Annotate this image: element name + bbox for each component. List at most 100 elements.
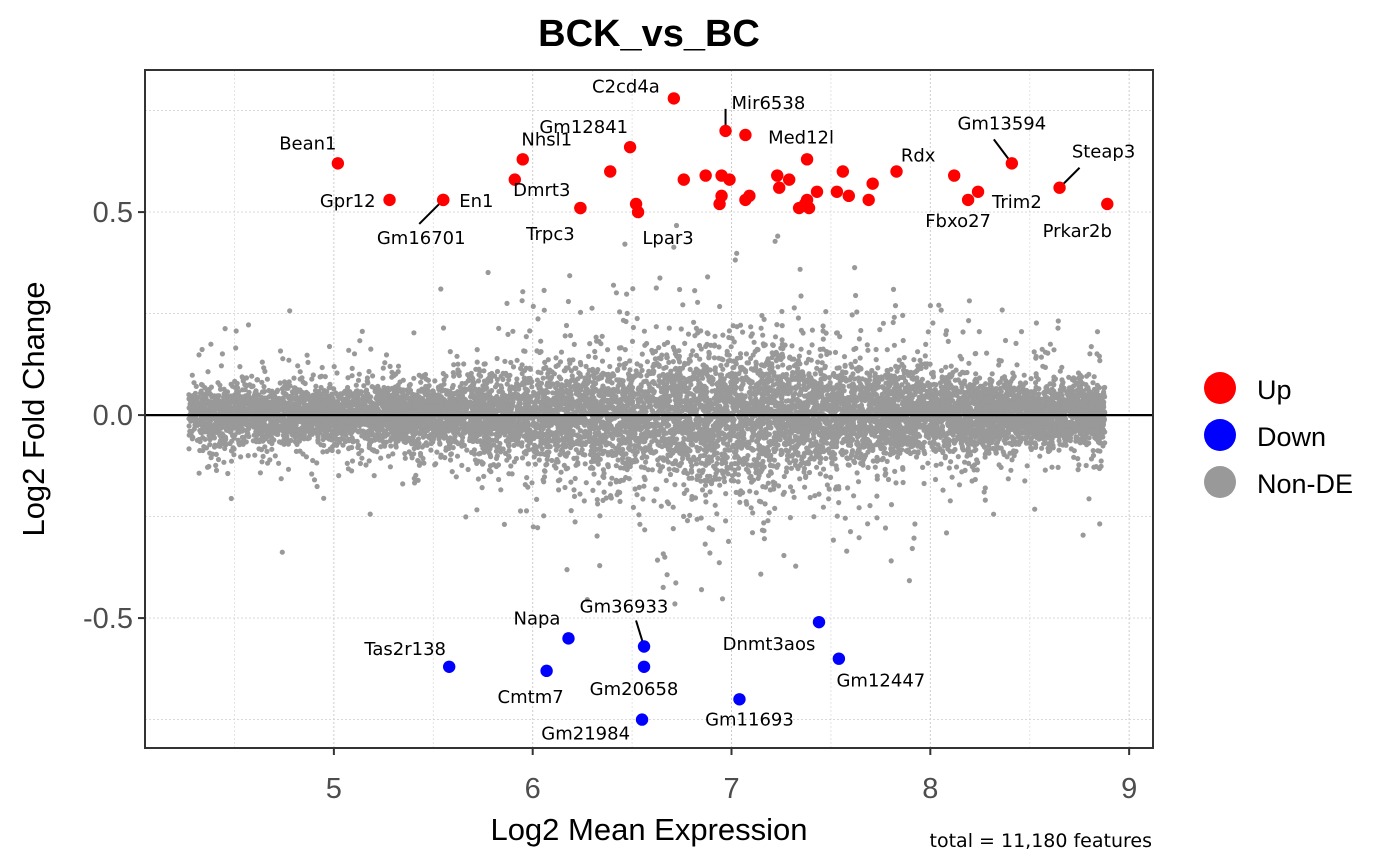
non-de-point — [496, 325, 502, 331]
non-de-point — [630, 504, 637, 510]
non-de-point — [772, 334, 779, 340]
non-de-point — [717, 482, 723, 488]
non-de-point — [272, 453, 278, 459]
non-de-point — [1039, 445, 1045, 451]
non-de-point — [982, 497, 988, 503]
non-de-point — [1059, 392, 1065, 398]
non-de-point — [1075, 456, 1081, 462]
non-de-point — [553, 363, 559, 369]
non-de-point — [904, 409, 910, 415]
non-de-point — [996, 357, 1002, 363]
non-de-point — [699, 487, 706, 493]
non-de-point — [820, 504, 827, 510]
non-de-point — [702, 541, 708, 547]
non-de-point — [566, 357, 573, 363]
non-de-point — [852, 358, 858, 364]
non-de-point — [1031, 349, 1037, 355]
non-de-point — [541, 307, 547, 313]
non-de-point — [297, 369, 303, 375]
non-de-point — [494, 376, 500, 383]
non-de-point — [809, 342, 815, 348]
non-de-point — [542, 359, 548, 365]
non-de-point — [873, 346, 879, 353]
non-de-point — [965, 445, 971, 451]
non-de-point — [565, 298, 572, 305]
non-de-point — [475, 378, 482, 384]
non-de-point — [687, 512, 693, 519]
non-de-point — [524, 475, 530, 481]
non-de-point — [691, 454, 697, 460]
non-de-point — [920, 464, 926, 470]
non-de-point — [925, 460, 931, 466]
non-de-point — [240, 439, 246, 445]
non-de-point — [567, 273, 573, 279]
non-de-point — [814, 464, 820, 470]
non-de-point — [737, 489, 743, 495]
non-de-point — [690, 348, 696, 354]
non-de-point — [519, 455, 526, 461]
non-de-point — [693, 352, 700, 359]
non-de-point — [349, 458, 356, 464]
non-de-point — [496, 476, 502, 483]
non-de-point — [1094, 351, 1100, 357]
non-de-point — [820, 336, 826, 342]
non-de-point — [874, 493, 880, 499]
non-de-point — [781, 473, 787, 480]
non-de-point — [411, 330, 417, 336]
non-de-point — [469, 449, 475, 456]
non-de-point — [476, 372, 482, 378]
non-de-point — [597, 513, 603, 519]
non-de-point — [1055, 318, 1061, 324]
non-de-point — [900, 312, 906, 318]
non-de-point — [759, 312, 765, 319]
non-de-point — [783, 469, 790, 475]
non-de-point — [761, 520, 767, 526]
non-de-point — [563, 322, 570, 329]
non-de-point — [759, 527, 766, 533]
non-de-point — [748, 505, 754, 511]
non-de-point — [1055, 325, 1061, 331]
non-de-point — [522, 386, 528, 392]
non-de-point — [213, 467, 220, 473]
non-de-point — [592, 348, 598, 355]
non-de-point — [691, 319, 697, 325]
non-de-point — [575, 461, 581, 467]
non-de-point — [976, 329, 982, 335]
non-de-point — [787, 484, 794, 490]
non-de-point — [1037, 453, 1043, 459]
non-de-point — [765, 480, 771, 486]
non-de-point — [508, 359, 514, 366]
non-de-point — [781, 552, 787, 559]
non-de-point — [972, 448, 978, 454]
non-de-point — [849, 364, 855, 370]
non-de-point — [366, 458, 372, 464]
non-de-point — [812, 371, 818, 377]
non-de-point — [627, 367, 633, 373]
non-de-point — [1060, 433, 1067, 439]
non-de-point — [855, 479, 862, 485]
non-de-point — [261, 365, 267, 371]
non-de-point — [368, 346, 374, 352]
non-de-point — [506, 443, 512, 449]
non-de-point — [677, 286, 683, 293]
non-de-point — [481, 361, 487, 367]
non-de-point — [432, 462, 438, 468]
non-de-point — [529, 384, 535, 390]
non-de-point — [541, 474, 548, 480]
non-de-point — [762, 501, 768, 507]
non-de-point — [734, 324, 740, 330]
non-de-point — [326, 343, 333, 350]
non-de-point — [207, 442, 213, 448]
non-de-point — [637, 521, 643, 527]
non-de-point — [932, 476, 939, 483]
non-de-point — [506, 377, 512, 383]
non-de-point — [387, 464, 393, 470]
non-de-point — [632, 486, 638, 492]
non-de-point — [913, 454, 920, 460]
non-de-point — [1090, 452, 1097, 459]
non-de-point — [553, 459, 560, 465]
non-de-point — [671, 244, 677, 250]
non-de-point — [504, 457, 510, 463]
non-de-point — [912, 521, 918, 527]
